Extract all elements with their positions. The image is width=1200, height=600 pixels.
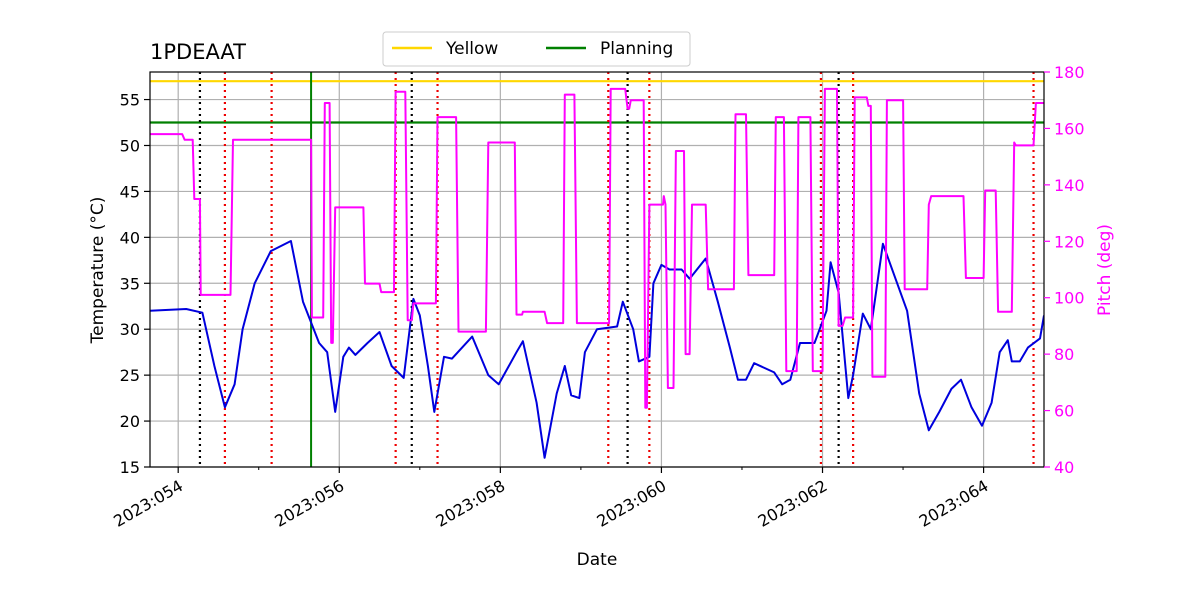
y-left-tick-label: 50 (120, 136, 140, 155)
y-axis-right-label: Pitch (deg) (1095, 224, 1115, 316)
limit-lines (150, 80, 1044, 124)
y-left-tick-label: 25 (120, 366, 140, 385)
series-line-pitch (150, 87, 1044, 409)
x-tick-label: 2023:060 (594, 476, 670, 531)
y-axis-left-label: Temperature (°C) (88, 197, 108, 345)
y-left-tick-label: 20 (120, 412, 140, 431)
plot-background (150, 72, 1044, 467)
y-left-tick-label: 35 (120, 274, 140, 293)
y-right-tick-label: 60 (1054, 402, 1074, 421)
x-tick-label: 2023:054 (110, 476, 186, 531)
y-left-tick-label: 30 (120, 320, 140, 339)
y-right-tick-label: 160 (1054, 119, 1085, 138)
x-axis-label: Date (577, 550, 618, 570)
series-line-temperature (150, 240, 1044, 459)
plot-frame (149, 71, 1045, 468)
legend-label-yellow: Yellow (445, 39, 498, 59)
y-left-tick-label: 45 (120, 182, 140, 201)
y-left-tick-label: 55 (120, 91, 140, 110)
x-tick-label: 2023:064 (916, 476, 992, 531)
y-right-tick-label: 180 (1054, 63, 1085, 82)
y-right-tick-label: 40 (1054, 458, 1074, 477)
legend: Yellow Planning (382, 31, 691, 67)
series (150, 87, 1044, 459)
legend-box (382, 31, 691, 67)
y-right-tick-label: 140 (1054, 176, 1085, 195)
y-left-tick-label: 15 (120, 458, 140, 477)
y-right-tick-label: 100 (1054, 289, 1085, 308)
x-tick-label: 2023:062 (755, 476, 831, 531)
y-right-tick-label: 80 (1054, 345, 1074, 364)
legend-label-planning: Planning (600, 39, 673, 59)
y-right-tick-label: 120 (1054, 232, 1085, 251)
chart-title: 1PDEAAT (150, 40, 246, 64)
y-left-tick-label: 40 (120, 228, 140, 247)
x-tick-label: 2023:056 (271, 476, 347, 531)
x-tick-label: 2023:058 (432, 476, 508, 531)
